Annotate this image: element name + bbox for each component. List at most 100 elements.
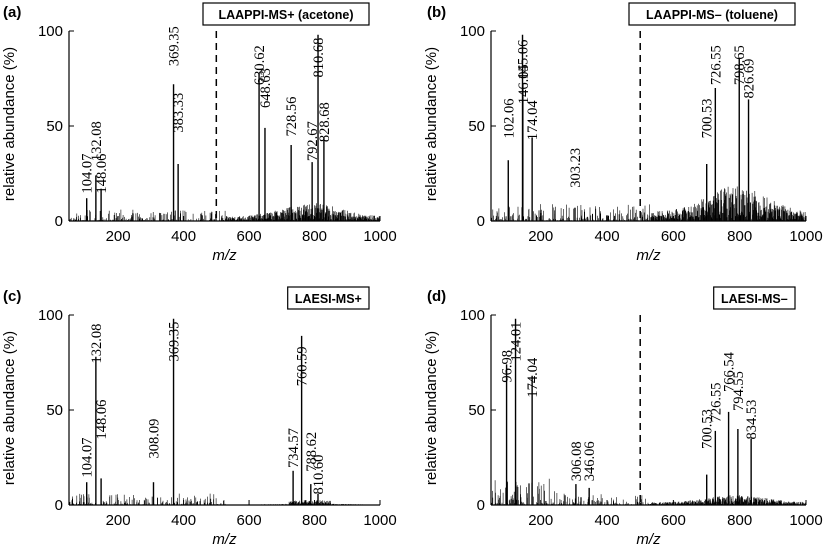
panel-label: (d)	[427, 288, 446, 305]
x-tick-label: 400	[171, 512, 196, 529]
peak-label: 810.60	[311, 455, 327, 495]
y-tick-label: 100	[460, 23, 485, 40]
y-tick-label: 0	[477, 497, 485, 514]
x-tick-label: 400	[595, 228, 620, 245]
title-box	[628, 2, 796, 26]
y-axis-label: relative abundance (%)	[1, 47, 18, 201]
noise-spectrum	[491, 478, 806, 505]
x-tick-label: 800	[302, 512, 327, 529]
x-tick-label: 400	[171, 228, 196, 245]
peak-label: 726.55	[708, 45, 724, 85]
y-axis-label: relative abundance (%)	[423, 47, 440, 201]
peak-label: 102.06	[501, 98, 517, 138]
x-tick-label: 600	[237, 228, 262, 245]
peak-label: 810.68	[311, 38, 327, 78]
title-box	[713, 286, 796, 310]
peak-label: 369.35	[167, 322, 183, 362]
panel-c: 104.07 132.08 148.06 308.09 369.35 760.59 734.…	[1, 286, 397, 548]
noise-spectrum	[491, 186, 807, 221]
x-tick-label: 400	[595, 512, 620, 529]
peak-label: 760.59	[295, 346, 311, 386]
x-tick-label: 800	[302, 228, 327, 245]
title-box	[287, 286, 370, 310]
x-tick-label: 600	[661, 228, 686, 245]
peak-label: 145.06	[516, 40, 532, 80]
peak-label: 148.06	[94, 400, 110, 440]
y-axis-label: relative abundance (%)	[423, 331, 440, 485]
noise-spectrum	[69, 493, 375, 505]
title-box	[202, 2, 370, 26]
peak-label: 734.57	[286, 428, 302, 468]
peak-label: 700.53	[700, 409, 716, 449]
peak-label: 383.33	[171, 93, 187, 133]
x-tick-label: 800	[727, 228, 752, 245]
peak-label: 798.65	[732, 45, 748, 85]
peak-label: 369.35	[167, 26, 183, 66]
peak-label: 146.05	[516, 64, 532, 104]
peak-label: 132.08	[89, 121, 105, 161]
panel-title: LAESI-MS–	[721, 292, 788, 306]
x-tick-label: 200	[106, 228, 131, 245]
peak-label: 726.55	[708, 382, 724, 422]
panel-title: LAAPPI-MS– (toluene)	[646, 8, 778, 22]
peak-label: 826.69	[742, 59, 758, 99]
x-tick-label: 1000	[789, 512, 822, 529]
x-axis-label: m/z	[636, 531, 661, 548]
x-tick-label: 600	[661, 512, 686, 529]
y-tick-label: 100	[460, 307, 485, 324]
y-tick-label: 50	[46, 118, 63, 135]
x-tick-label: 200	[528, 512, 553, 529]
peak-label: 148.06	[94, 154, 110, 194]
peak-label: 174.04	[525, 357, 541, 398]
noise-spectrum	[69, 203, 381, 221]
peak-label: 124.01	[509, 322, 525, 362]
x-tick-label: 1000	[363, 512, 396, 529]
peak-label: 788.62	[304, 432, 320, 472]
y-tick-label: 100	[38, 23, 63, 40]
panel-label: (b)	[427, 4, 446, 21]
y-tick-label: 100	[38, 307, 63, 324]
y-tick-label: 50	[46, 402, 63, 419]
panel-label: (a)	[3, 4, 21, 21]
y-tick-label: 0	[55, 497, 63, 514]
y-tick-label: 0	[55, 213, 63, 230]
x-tick-label: 200	[528, 228, 553, 245]
x-axis-label: m/z	[212, 531, 237, 548]
peak-label: 630.62	[252, 45, 268, 85]
peak-label: 828.68	[317, 102, 333, 142]
peak-label: 834.53	[744, 400, 760, 440]
x-tick-label: 600	[237, 512, 262, 529]
y-tick-label: 0	[477, 213, 485, 230]
x-tick-label: 200	[106, 512, 131, 529]
peak-label: 96.98	[500, 350, 516, 383]
peak-label: 346.06	[582, 441, 598, 481]
peak-label: 174.04	[525, 100, 541, 141]
x-axis-label: m/z	[636, 247, 661, 264]
peak-label: 728.56	[284, 97, 300, 137]
peak-label: 308.09	[146, 419, 162, 459]
x-tick-label: 800	[727, 512, 752, 529]
peak-label: 132.08	[89, 324, 105, 364]
panel-label: (c)	[3, 288, 21, 305]
x-axis-label: m/z	[212, 247, 237, 264]
peak-label: 766.54	[722, 351, 738, 392]
peak-label: 700.53	[700, 98, 716, 138]
y-axis-label: relative abundance (%)	[1, 331, 18, 485]
peak-label: 794.55	[731, 371, 747, 411]
y-tick-label: 50	[468, 118, 485, 135]
y-tick-label: 50	[468, 402, 485, 419]
peak-label: 648.63	[258, 68, 274, 108]
x-tick-label: 1000	[789, 228, 822, 245]
peak-label: 303.23	[568, 148, 584, 188]
panel-title: LAESI-MS+	[295, 292, 362, 306]
peak-label: 104.07	[80, 438, 96, 478]
peak-label: 792.67	[305, 121, 321, 161]
panel-title: LAAPPI-MS+ (acetone)	[218, 8, 353, 22]
x-tick-label: 1000	[363, 228, 396, 245]
peak-label: 104.07	[80, 154, 96, 194]
